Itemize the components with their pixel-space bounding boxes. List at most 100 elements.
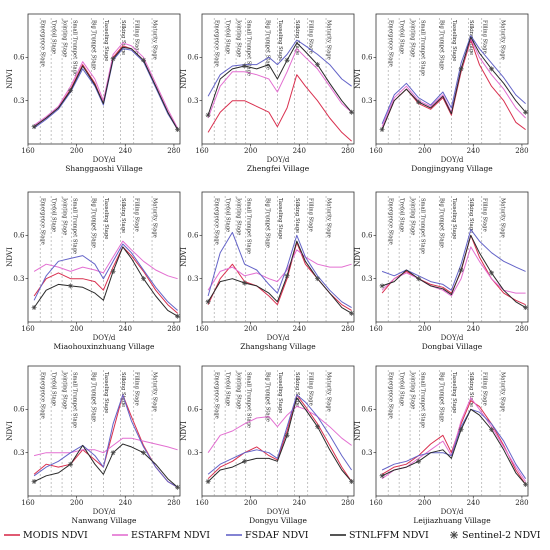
legend-label: FSDAF NDVI	[245, 530, 309, 541]
series-line-estarfm-ndvi	[33, 42, 179, 129]
legend-item: MODIS NDVI	[4, 530, 88, 541]
plot-frame	[201, 191, 355, 323]
legend-item: STNLFFM NDVI	[330, 530, 429, 541]
sentinel-marker	[205, 299, 211, 305]
sentinel-marker	[523, 109, 529, 115]
series-line-stnlffm-ndvi	[33, 46, 179, 130]
series-line-modis-ndvi	[207, 242, 352, 311]
stage-label: Filling Stage	[481, 20, 487, 54]
stage-label: Maturity Stage	[326, 372, 332, 412]
series-line-fsdaf-ndvi	[381, 35, 526, 124]
x-tick-label: 160	[21, 325, 34, 333]
sentinel-marker	[31, 479, 37, 485]
y-tick-label: 0.6	[13, 232, 25, 240]
legend-label: MODIS NDVI	[23, 530, 88, 541]
sentinel-marker	[205, 479, 211, 485]
series-line-stnlffm-ndvi	[207, 397, 352, 482]
plot-frame	[27, 191, 181, 323]
stage-label: Silking Stage	[120, 20, 126, 55]
stage-label: Trefoil Stage	[225, 198, 231, 232]
stage-label: Small Trumpet Stage	[419, 198, 425, 254]
stage-label: Small Trumpet Stage	[245, 20, 251, 76]
plot-frame	[27, 365, 181, 497]
stage-label: Big Trumpet Stage	[265, 198, 271, 248]
panel-6: Emergence Stage Trefoil Stage Jointing Sta…	[354, 191, 529, 351]
panel-title: Dongjingyang Village	[411, 164, 493, 173]
stage-label: Emergence Stage	[40, 20, 46, 67]
stage-label: Maturity Stage	[500, 20, 506, 60]
x-tick-label: 200	[418, 499, 431, 507]
sentinel-marker	[416, 276, 422, 282]
x-axis-label: DOY/d	[93, 508, 116, 516]
panel-title: Dongyu Village	[249, 516, 307, 525]
series-line-fsdaf-ndvi	[33, 243, 178, 311]
y-tick-label: 0.6	[187, 232, 199, 240]
stage-label: Tasseling Stage	[277, 20, 283, 61]
series-line-estarfm-ndvi	[207, 48, 352, 119]
sentinel-marker	[175, 313, 181, 319]
legend-marker-star	[450, 531, 458, 539]
series-line-fsdaf-ndvi	[207, 394, 353, 475]
sentinel-marker	[489, 66, 495, 72]
series-line-stnlffm-ndvi	[381, 408, 526, 485]
stage-label: Silking Stage	[294, 198, 300, 233]
y-tick-label: 0.3	[187, 449, 198, 457]
x-tick-label: 240	[119, 499, 132, 507]
stage-label: Tasseling Stage	[277, 198, 283, 239]
sentinel-marker	[416, 99, 422, 105]
x-tick-label: 160	[195, 499, 208, 507]
x-tick-label: 160	[369, 147, 382, 155]
stage-label: Tasseling Stage	[103, 198, 109, 239]
y-tick-label: 0.6	[361, 406, 373, 414]
sentinel-marker	[458, 427, 464, 433]
series-line-fsdaf-ndvi	[33, 394, 178, 488]
x-tick-label: 240	[467, 499, 480, 507]
x-tick-label: 280	[167, 325, 180, 333]
x-tick-label: 200	[70, 499, 83, 507]
sentinel-marker	[68, 283, 74, 289]
y-tick-label: 0.6	[13, 406, 25, 414]
y-tick-label: 0.6	[361, 54, 373, 62]
x-tick-label: 200	[70, 147, 83, 155]
x-axis-label: DOY/d	[267, 334, 290, 342]
series-line-modis-ndvi	[207, 74, 352, 142]
stage-label: Emergence Stage	[40, 198, 46, 245]
stage-label: Small Trumpet Stage	[245, 372, 251, 428]
stage-label: Small Trumpet Stage	[419, 372, 425, 428]
series-line-stnlffm-ndvi	[381, 234, 526, 309]
sentinel-marker	[489, 270, 495, 276]
stage-label: Silking Stage	[294, 372, 300, 407]
plot-frame	[375, 13, 529, 145]
y-axis-label: NDVI	[354, 247, 362, 267]
stage-label: Jointing Stage	[62, 19, 68, 57]
y-tick-label: 0.3	[361, 449, 372, 457]
sentinel-marker	[31, 124, 37, 130]
stage-label: Big Trumpet Stage	[91, 198, 97, 248]
panel-title: Shanggaoshi Village	[65, 164, 143, 173]
legend-item: Sentinel-2 NDVI	[450, 530, 541, 541]
y-axis-label: NDVI	[180, 421, 188, 441]
panel-5: Emergence Stage Trefoil Stage Jointing Sta…	[180, 191, 355, 351]
sentinel-marker	[141, 450, 147, 456]
panel-3: Emergence Stage Trefoil Stage Jointing Sta…	[354, 13, 529, 173]
x-tick-label: 240	[467, 147, 480, 155]
sentinel-marker	[379, 283, 385, 289]
x-tick-label: 280	[167, 499, 180, 507]
sentinel-marker	[110, 56, 116, 62]
panel-7: Emergence Stage Trefoil Stage Jointing Sta…	[6, 365, 181, 525]
stage-label: Silking Stage	[294, 20, 300, 55]
stage-label: Emergence Stage	[388, 198, 394, 245]
legend-item: ESTARFM NDVI	[112, 530, 210, 541]
x-tick-label: 280	[341, 499, 354, 507]
stage-label: Filling Stage	[133, 20, 139, 54]
legend: MODIS NDVI ESTARFM NDVI FSDAF NDVI STNLFFM …	[4, 530, 541, 541]
panel-title: Zhangshang Village	[240, 342, 316, 351]
series-line-stnlffm-ndvi	[33, 246, 178, 317]
sentinel-marker	[349, 310, 355, 316]
stage-label: Big Trumpet Stage	[91, 372, 97, 422]
sentinel-marker	[315, 62, 321, 68]
x-axis-label: DOY/d	[267, 156, 290, 164]
stage-label: Small Trumpet Stage	[71, 372, 77, 428]
plot-frame	[201, 365, 355, 497]
